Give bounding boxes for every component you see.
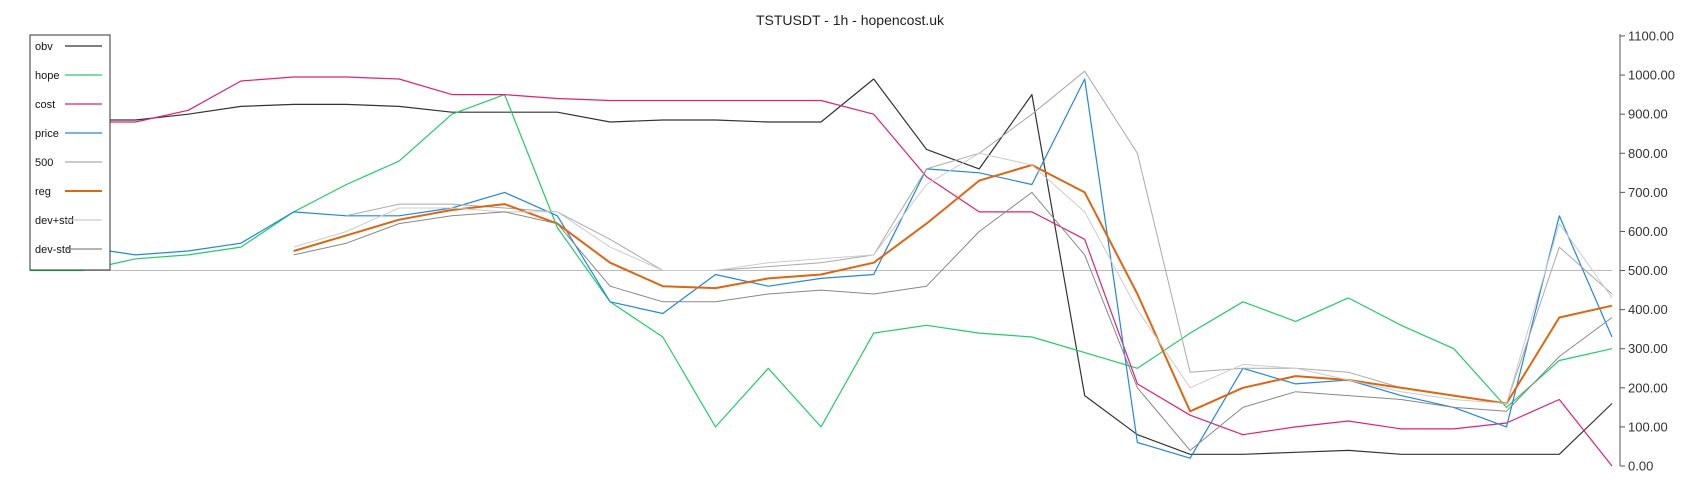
y-tick-label: 300.00: [1628, 341, 1668, 356]
y-tick-label: 1100.00: [1628, 29, 1674, 44]
legend-label: cost: [35, 99, 55, 111]
series-line-hope: [30, 94, 1613, 428]
legend: obv hope cost price 500 reg dev+std dev-std: [29, 34, 111, 271]
y-tick-label: 800.00: [1628, 146, 1668, 161]
series-line-500: [346, 70, 1613, 404]
legend-label: 500: [35, 157, 53, 169]
y-tick-label: 200.00: [1628, 380, 1668, 395]
legend-label: reg: [35, 186, 51, 198]
chart-title: TSTUSDT - 1h - hopencost.uk: [756, 12, 945, 28]
legend-box: [29, 34, 111, 271]
y-axis: 0.00 100.00 200.00 300.00 400.00 500.00 600.00…: [1619, 29, 1675, 474]
y-tick-label: 600.00: [1628, 224, 1668, 239]
series-line-obv: [29, 78, 1613, 455]
y-tick-label: 100.00: [1628, 419, 1668, 434]
series-line-cost: [29, 76, 1613, 467]
legend-label: dev+std: [35, 215, 74, 227]
y-tick-label: 400.00: [1628, 302, 1668, 317]
legend-label: price: [35, 128, 59, 140]
y-tick-label: 0.00: [1628, 459, 1653, 474]
plot-area: [29, 70, 1613, 467]
series-line-dev-std: [293, 152, 1613, 404]
y-tick-label: 900.00: [1628, 107, 1668, 122]
series-line-price: [29, 78, 1613, 459]
legend-label: obv: [35, 41, 53, 53]
legend-label: hope: [35, 70, 59, 82]
series-line-dev-std: [293, 191, 1613, 451]
series-line-reg: [293, 164, 1613, 413]
legend-label: dev-std: [35, 244, 71, 256]
y-tick-label: 700.00: [1628, 185, 1668, 200]
y-tick-label: 1000.00: [1628, 68, 1675, 83]
y-tick-label: 500.00: [1628, 263, 1668, 278]
